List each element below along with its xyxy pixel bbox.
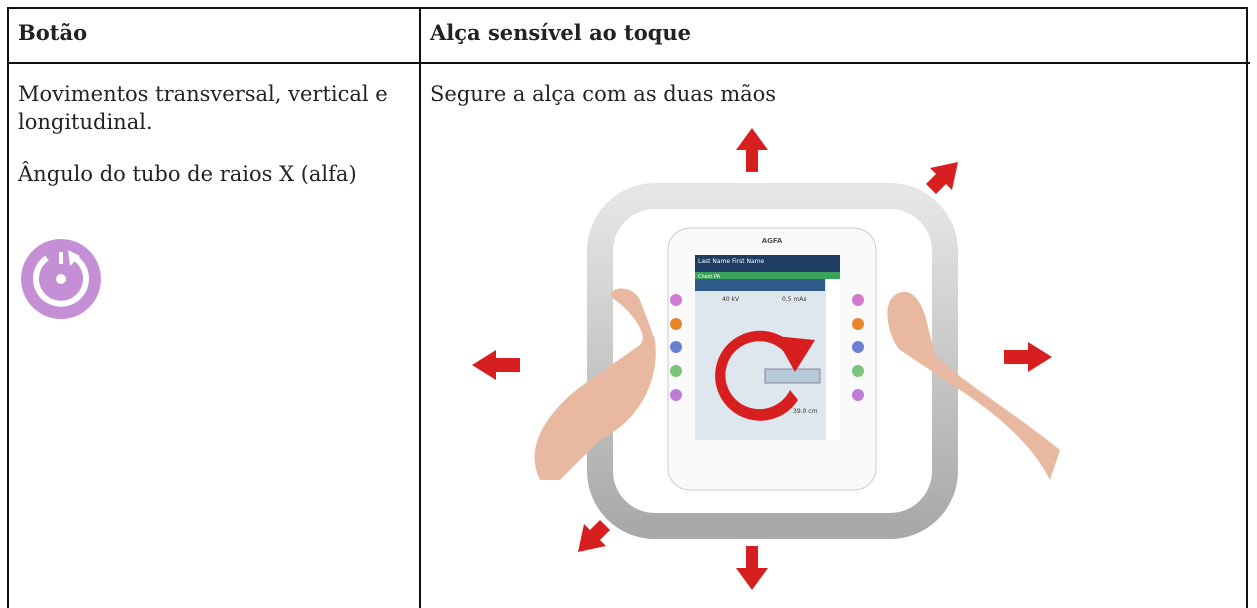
shape [670, 365, 682, 377]
header-rule [7, 62, 1250, 64]
icon-tick [59, 252, 63, 264]
shape [670, 341, 682, 353]
rotate-icon [21, 239, 101, 319]
icon-arc [33, 255, 89, 307]
screen-header [695, 255, 840, 272]
cell-text: Ângulo do tubo de raios X (alfa) [18, 162, 357, 186]
screen-toolbar [695, 279, 825, 291]
handle-illustration: AGFA Last Name First Name Chest PA 40 kV… [472, 128, 1060, 590]
screen-kv: 40 kV [722, 296, 740, 303]
screen-distance: 39.0 cm [793, 408, 818, 415]
right-hand [887, 291, 1060, 480]
rotate-arrowhead [775, 336, 815, 372]
shape [578, 520, 610, 552]
screen-button [764, 368, 821, 384]
shape [736, 546, 768, 590]
icon-arrowhead [68, 250, 80, 266]
header-cell: Alça sensível ao toque [430, 20, 692, 45]
table-border [7, 7, 1248, 608]
screen-sidebar [826, 279, 840, 440]
screen-mas: 0.5 mAs [782, 296, 807, 303]
shape [852, 294, 864, 306]
left-hand [534, 288, 656, 480]
shape [852, 341, 864, 353]
shape [1004, 342, 1052, 372]
screen-exam: Chest PA [698, 274, 721, 280]
shape [670, 294, 682, 306]
icon-dot [56, 274, 66, 284]
screen-exam-bar [695, 272, 840, 279]
screen-patient: Last Name First Name [698, 258, 765, 265]
side-buttons [670, 294, 864, 401]
shape [670, 318, 682, 330]
brand: AGFA [762, 237, 783, 245]
shape [472, 350, 520, 380]
shape [670, 389, 682, 401]
shape [736, 128, 768, 172]
direction-arrows [472, 128, 1052, 590]
shape [852, 318, 864, 330]
column-rule [419, 7, 421, 608]
header-cell: Botão [18, 20, 88, 45]
cell-text: Movimentos transversal, vertical e longi… [18, 82, 388, 134]
shape [926, 162, 958, 194]
shape [852, 389, 864, 401]
handle-frame [587, 183, 958, 539]
cell-text: Segure a alça com as duas mãos [430, 82, 777, 106]
shape [852, 365, 864, 377]
